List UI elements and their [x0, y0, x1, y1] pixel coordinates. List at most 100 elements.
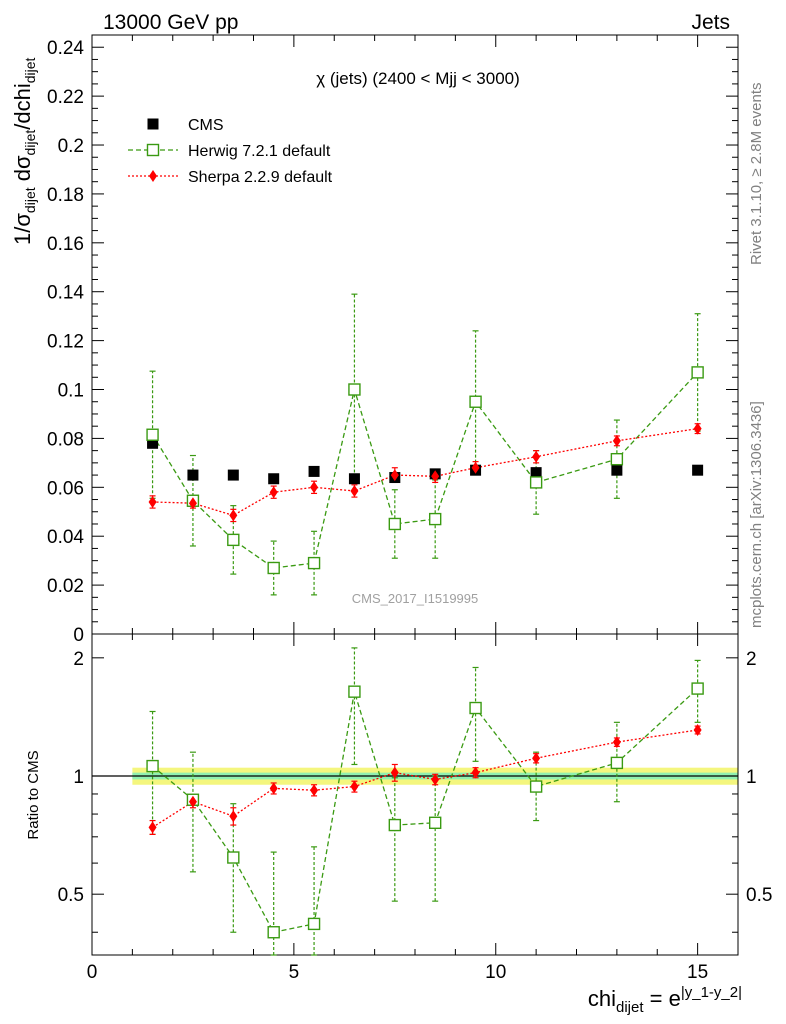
ratio-y-tick-label: 2 — [73, 649, 84, 670]
sherpa-point — [229, 509, 238, 522]
herwig-ratio-point — [146, 759, 159, 773]
cms-point — [692, 464, 704, 476]
ratio-y-tick-label-right: 1 — [746, 767, 757, 788]
y-tick-label: 0.02 — [47, 576, 84, 597]
herwig-line — [152, 371, 699, 569]
y-tick-label: 0 — [73, 625, 84, 646]
herwig-point — [428, 512, 442, 526]
sherpa-ratio-line — [152, 729, 698, 828]
cms-point — [147, 437, 159, 449]
y-tick-label: 0.2 — [58, 136, 84, 157]
x-axis-label: chidijet = e|y_1-y_2| — [588, 984, 742, 1016]
sherpa-ratio-point — [390, 766, 399, 779]
sherpa-ratio-point — [269, 782, 278, 795]
herwig-point — [469, 395, 482, 408]
y-tick-label: 0.18 — [47, 185, 84, 206]
sherpa-ratio-point — [431, 773, 440, 786]
sherpa-point — [693, 422, 702, 435]
herwig-ratio-point — [348, 685, 361, 698]
herwig-ratio-point — [428, 816, 442, 829]
herwig-point — [307, 556, 321, 570]
cms-point — [227, 469, 239, 481]
sherpa-ratio-point — [471, 766, 480, 779]
herwig-ratio-point — [691, 682, 704, 695]
herwig-ratio-point — [529, 780, 543, 793]
herwig-point — [388, 517, 402, 531]
sherpa-ratio-point — [229, 810, 238, 823]
legend: CMS Herwig 7.2.1 default Sherpa 2.2.9 defa… — [128, 117, 333, 186]
herwig-point — [610, 452, 624, 466]
herwig-ratio-line — [152, 688, 699, 933]
y-tick-label: 0.16 — [47, 234, 84, 255]
legend-herwig-label: Herwig 7.2.1 default — [188, 143, 331, 160]
header-left-label: 13000 GeV pp — [103, 11, 238, 34]
herwig-ratio-point — [610, 756, 624, 770]
sherpa-point — [188, 497, 197, 510]
x-tick-label: 15 — [687, 962, 708, 983]
cms-point — [348, 473, 360, 485]
y-tick-label: 0.04 — [47, 527, 84, 548]
sherpa-point — [350, 484, 359, 497]
sherpa-ratio-point — [612, 736, 621, 749]
sherpa-ratio-point — [693, 723, 702, 736]
sherpa-point — [612, 434, 621, 447]
sherpa-line — [152, 427, 698, 517]
sherpa-point — [310, 481, 319, 494]
sherpa-point — [390, 469, 399, 482]
legend-herwig-marker — [146, 143, 160, 157]
herwig-point — [348, 383, 361, 396]
herwig-ratio-point — [307, 917, 321, 931]
y-tick-label: 0.06 — [47, 478, 84, 499]
ratio-plot-panel — [91, 633, 739, 956]
cms-point — [530, 467, 542, 479]
sherpa-ratio-point — [310, 784, 319, 797]
legend-cms-marker — [147, 118, 159, 130]
sherpa-ratio-point — [532, 752, 541, 765]
sherpa-ratio-point — [188, 795, 197, 808]
ratio-y-tick-label-right: 2 — [746, 649, 757, 670]
herwig-ratio-point — [469, 701, 482, 715]
y-tick-label: 0.24 — [47, 38, 84, 59]
ratio-y-tick-label-right: 0.5 — [746, 885, 772, 906]
herwig-ratio-point — [267, 926, 280, 939]
mcplots-reference-label: mcplots.cern.ch [arXiv:1306.3436] — [748, 401, 765, 628]
sherpa-point — [471, 461, 480, 474]
main-plot-panel — [91, 34, 739, 635]
herwig-point — [267, 561, 280, 575]
sherpa-point — [269, 486, 278, 499]
sherpa-point — [148, 495, 157, 508]
herwig-point — [691, 366, 704, 379]
x-tick-label: 10 — [485, 962, 506, 983]
herwig-ratio-point — [227, 851, 240, 864]
y-tick-label: 0.14 — [47, 283, 84, 304]
sherpa-ratio-point — [350, 780, 359, 793]
y-tick-label: 0.12 — [47, 332, 84, 353]
ratio-y-tick-label: 0.5 — [58, 885, 84, 906]
y-tick-label: 0.22 — [47, 87, 84, 108]
main-y-axis-label: 1/σdijet dσdijet/dchidijet — [10, 57, 38, 245]
herwig-point — [227, 533, 240, 547]
ratio-y-tick-label: 1 — [73, 767, 84, 788]
cms-point — [187, 469, 199, 481]
herwig-point — [529, 476, 543, 489]
rivet-version-label: Rivet 3.1.10, ≥ 2.8M events — [748, 83, 765, 266]
main-plot-title: χ (jets) (2400 < Mjj < 3000) — [316, 69, 520, 88]
legend-cms-label: CMS — [188, 117, 224, 134]
sherpa-point — [532, 450, 541, 463]
sherpa-point — [431, 470, 440, 483]
herwig-point — [146, 428, 159, 441]
analysis-watermark: CMS_2017_I1519995 — [352, 591, 479, 606]
x-tick-label: 0 — [87, 962, 98, 983]
axis-labels: 0 5 10 15 0 0.02 0.04 0.06 0.08 0.1 0.12 0.14 0.16 0.… — [10, 34, 772, 1016]
legend-sherpa-marker — [149, 170, 157, 182]
x-tick-label: 5 — [289, 962, 300, 983]
cms-point — [611, 464, 623, 476]
cms-point — [308, 465, 320, 477]
ratio-y-axis-label: Ratio to CMS — [25, 750, 42, 839]
herwig-ratio-point — [388, 818, 402, 832]
cms-point — [268, 473, 280, 485]
legend-sherpa-label: Sherpa 2.2.9 default — [188, 169, 333, 186]
header-right-label: Jets — [691, 11, 730, 34]
sherpa-ratio-point — [148, 821, 157, 834]
